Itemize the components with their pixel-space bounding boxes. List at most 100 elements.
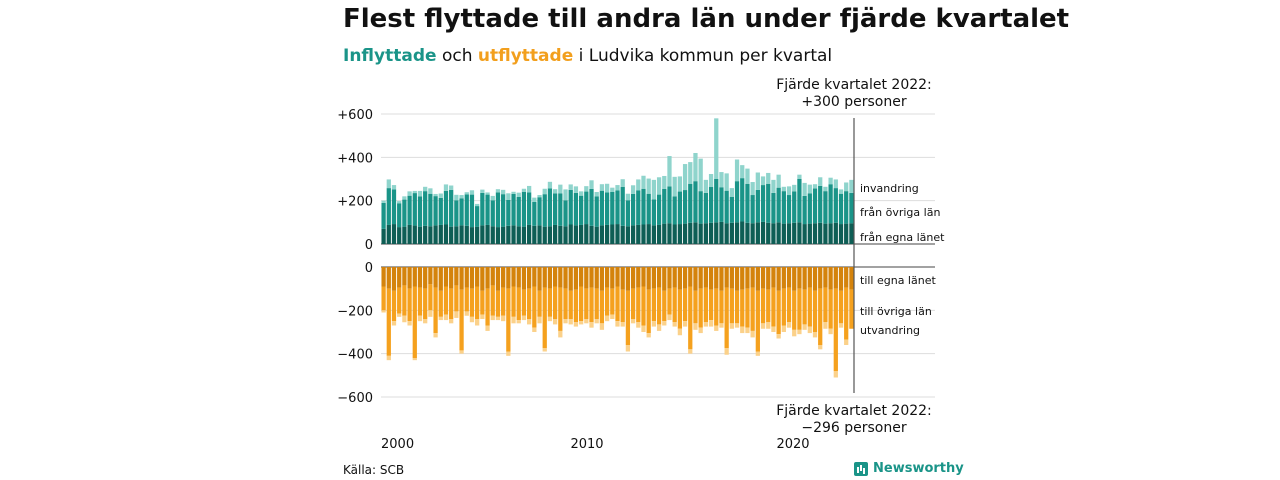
bar-bottom <box>682 321 688 327</box>
chart-subtitle: Inflyttade och utflyttade i Ludvika komm… <box>343 46 832 66</box>
bar-top <box>563 189 568 201</box>
bar-top <box>662 188 667 224</box>
bar-bottom <box>568 319 573 325</box>
bar-bottom <box>521 289 527 316</box>
bar-bottom <box>594 288 599 319</box>
bar-top <box>641 175 646 189</box>
bar-top <box>438 197 443 225</box>
bar-bottom <box>620 267 625 290</box>
bar-bottom <box>516 267 521 288</box>
bar-top <box>677 224 683 244</box>
bar-top <box>501 189 506 195</box>
bar-bottom <box>766 289 771 323</box>
bar-bottom <box>433 333 438 338</box>
bar-bottom <box>459 289 464 351</box>
bar-top <box>812 188 818 224</box>
bar-bottom <box>708 320 714 327</box>
bar-top <box>734 181 740 223</box>
bar-top <box>532 197 537 202</box>
bar-bottom <box>724 348 729 355</box>
bar-top <box>407 195 412 225</box>
bar-bottom <box>506 351 511 356</box>
annotation-top-line2: +300 personer <box>801 94 907 110</box>
bar-top <box>766 183 771 223</box>
bar-top <box>604 224 610 244</box>
series-label-top: invandring <box>860 182 919 195</box>
bar-bottom <box>490 285 495 316</box>
y-tick-label-bottom: −600 <box>337 391 373 406</box>
bar-bottom <box>449 288 454 319</box>
bar-top <box>688 183 693 223</box>
bar-bottom <box>781 267 786 289</box>
bar-bottom <box>433 287 438 334</box>
bar-top <box>823 223 828 244</box>
bar-top <box>386 188 391 225</box>
bar-bottom <box>417 267 423 288</box>
bar-top <box>443 190 449 225</box>
bar-bottom <box>578 286 584 322</box>
bar-top <box>599 184 605 191</box>
bar-bottom <box>688 349 693 354</box>
bar-top <box>729 222 734 244</box>
bar-bottom <box>656 324 662 331</box>
bar-bottom <box>646 289 651 334</box>
bar-bottom <box>849 289 854 329</box>
bar-bottom <box>480 290 485 315</box>
bar-bottom <box>469 288 475 317</box>
bar-top <box>755 189 760 223</box>
bar-bottom <box>438 290 443 317</box>
bar-top <box>698 158 703 192</box>
bar-bottom <box>532 267 537 287</box>
bar-top <box>641 224 646 244</box>
bar-bottom <box>662 290 667 322</box>
bar-bottom <box>844 339 849 345</box>
bar-top <box>646 193 651 225</box>
bar-top <box>646 178 651 194</box>
bar-bottom <box>542 267 547 288</box>
bar-bottom <box>532 286 537 328</box>
bar-bottom <box>672 287 677 323</box>
bar-bottom <box>667 267 672 289</box>
bar-bottom <box>719 267 724 291</box>
bar-bottom <box>516 287 521 321</box>
bar-top <box>423 191 428 226</box>
bar-bottom <box>599 290 605 324</box>
annotation-bottom-line1: Fjärde kvartalet 2022: <box>776 403 932 419</box>
bar-bottom <box>823 322 828 329</box>
bar-bottom <box>651 321 657 327</box>
bar-bottom <box>547 267 553 289</box>
subtitle-mid: och <box>436 46 478 66</box>
bar-top <box>708 187 714 223</box>
bar-top <box>568 189 573 225</box>
bar-top <box>594 196 599 227</box>
bar-top <box>786 195 792 224</box>
bar-top <box>485 194 490 225</box>
bar-top <box>578 191 584 196</box>
bar-top <box>552 224 558 244</box>
bar-bottom <box>771 267 776 288</box>
bar-bottom <box>443 267 449 287</box>
series-label-top: från egna länet <box>860 231 945 244</box>
bar-bottom <box>620 289 625 323</box>
bar-bottom <box>552 319 558 325</box>
bar-bottom <box>734 290 740 324</box>
bar-bottom <box>688 267 693 287</box>
bar-top <box>495 189 501 193</box>
bar-bottom <box>584 288 589 319</box>
bar-top <box>792 191 797 223</box>
bar-bottom <box>812 290 818 332</box>
bar-bottom <box>511 286 516 317</box>
bar-top <box>797 174 802 179</box>
annotation-top-line1: Fjärde kvartalet 2022: <box>776 77 932 93</box>
bar-top <box>786 223 792 244</box>
bar-top <box>454 194 459 201</box>
bar-bottom <box>443 314 449 321</box>
bar-top <box>682 190 688 224</box>
bar-top <box>417 190 423 197</box>
bar-bottom <box>740 289 745 327</box>
bar-top <box>547 188 553 227</box>
bar-top <box>449 226 454 244</box>
bar-bottom <box>667 314 672 321</box>
bar-top <box>584 191 589 225</box>
bar-bottom <box>412 286 417 358</box>
